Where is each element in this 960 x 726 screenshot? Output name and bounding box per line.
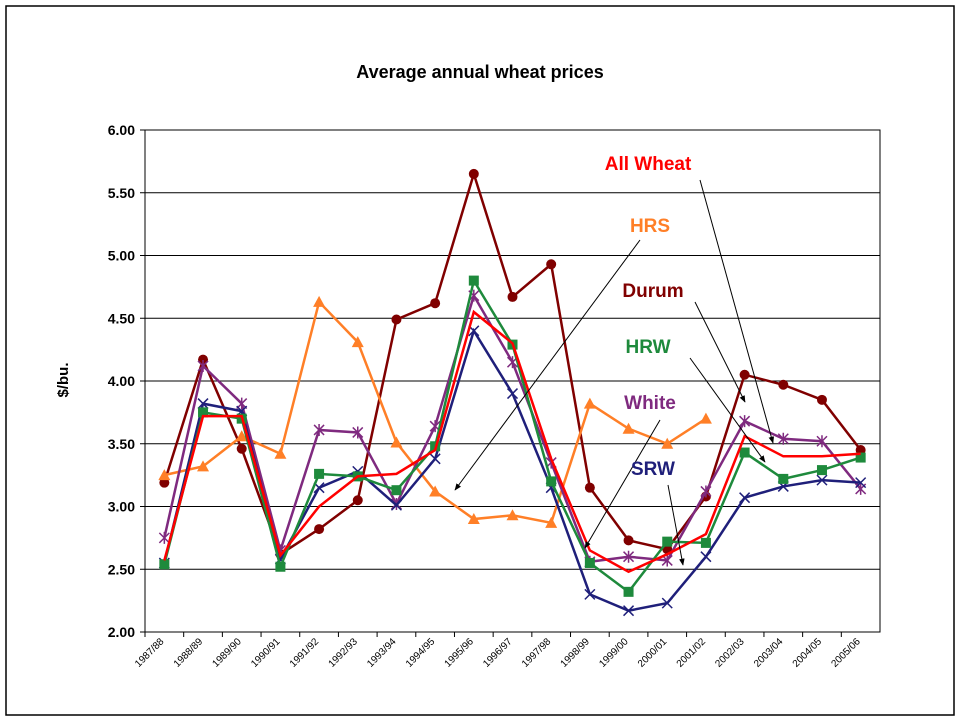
marker: [584, 482, 595, 493]
marker: [700, 537, 711, 548]
marker: [739, 492, 751, 504]
plot-border: [144, 129, 881, 633]
y-tick-label: 5.50: [108, 185, 135, 201]
y-tick-label: 5.00: [108, 248, 135, 264]
marker: [390, 436, 403, 448]
marker: [274, 447, 287, 459]
y-tick-label: 6.00: [108, 122, 135, 138]
marker: [739, 369, 750, 380]
y-tick-label: 2.00: [108, 624, 135, 640]
series-label: HRS: [630, 216, 670, 237]
marker: [622, 422, 635, 434]
marker: [778, 473, 789, 484]
marker: [546, 476, 557, 487]
marker: [197, 460, 210, 472]
marker: [546, 259, 557, 270]
marker: [661, 437, 674, 449]
marker: [699, 412, 712, 424]
marker: [778, 379, 789, 390]
y-axis-label: $/bu.: [55, 362, 72, 397]
series-line: [163, 309, 861, 574]
marker: [429, 453, 441, 465]
marker: [159, 477, 170, 488]
series-label: White: [624, 393, 676, 414]
marker: [739, 415, 751, 428]
marker: [855, 477, 867, 489]
series-label: HRW: [625, 337, 670, 358]
marker: [468, 275, 479, 286]
marker: [313, 423, 325, 436]
marker: [816, 474, 828, 486]
arrow: [699, 179, 775, 444]
marker: [467, 513, 480, 525]
series: [158, 168, 867, 617]
marker: [700, 551, 712, 563]
marker: [855, 445, 866, 456]
y-tick-label: 4.00: [108, 373, 135, 389]
marker: [235, 430, 248, 442]
series-label: SRW: [631, 459, 675, 480]
marker: [236, 443, 247, 454]
frame: [5, 5, 955, 716]
marker: [158, 469, 171, 481]
marker: [275, 561, 286, 572]
arrow: [694, 301, 746, 403]
marker: [661, 554, 673, 567]
marker: [506, 509, 519, 521]
marker: [855, 452, 866, 463]
series-labels: Durum HRS White SRW HRW All Wheat: [605, 154, 692, 480]
marker: [584, 588, 596, 600]
marker: [430, 298, 441, 309]
marker: [816, 465, 827, 476]
arrow: [667, 484, 685, 566]
marker: [507, 291, 518, 302]
series-label: All Wheat: [605, 154, 692, 175]
y-tick-label: 2.50: [108, 561, 135, 577]
marker: [352, 495, 363, 506]
marker: [584, 557, 595, 568]
y-tick-label: 3.50: [108, 436, 135, 452]
marker: [158, 531, 170, 544]
marker: [352, 426, 364, 439]
marker: [583, 397, 596, 409]
marker: [623, 550, 635, 563]
marker: [700, 485, 712, 498]
marker: [777, 432, 789, 445]
marker: [314, 468, 325, 479]
arrow: [584, 419, 661, 549]
arrow: [689, 357, 766, 463]
marker: [816, 435, 828, 448]
marker: [391, 485, 402, 496]
marker: [198, 354, 209, 365]
y-tick-label: 4.50: [108, 310, 135, 326]
marker: [506, 388, 519, 400]
chart-title: Average annual wheat prices: [356, 62, 603, 82]
annotation-arrows: [454, 179, 775, 566]
marker: [623, 586, 634, 597]
marker: [314, 524, 325, 535]
marker: [198, 407, 209, 418]
series-label: Durum: [622, 281, 683, 302]
y-tick-label: 3.00: [108, 499, 135, 515]
marker: [313, 295, 326, 307]
marker: [545, 516, 558, 528]
marker: [661, 597, 673, 609]
marker: [816, 394, 827, 405]
marker: [390, 499, 402, 511]
marker: [468, 168, 479, 179]
marker: [391, 314, 402, 325]
marker: [739, 447, 750, 458]
marker: [351, 336, 364, 348]
marker: [159, 559, 170, 570]
marker: [197, 398, 209, 410]
marker: [197, 359, 209, 372]
marker: [623, 605, 635, 617]
arrow: [454, 239, 641, 491]
marker: [429, 485, 442, 497]
marker: [623, 535, 634, 546]
marker: [662, 536, 673, 547]
